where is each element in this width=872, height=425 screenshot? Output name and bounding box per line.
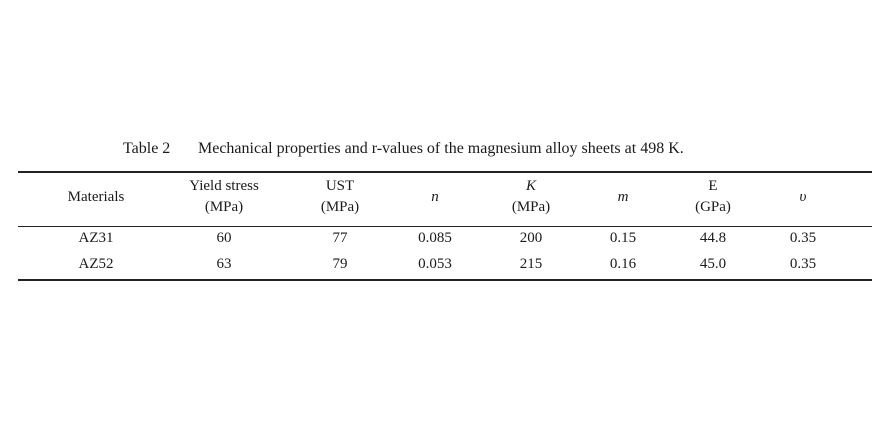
caption-label: Table 2 [123, 140, 171, 157]
table-cell: 0.15 [609, 230, 637, 246]
header-cell: n [431, 189, 439, 205]
header-rule [18, 226, 872, 227]
header-cell: υ [799, 189, 807, 205]
table-cell: 200 [519, 230, 543, 246]
table-cell: 0.16 [609, 256, 637, 272]
table-cell: AZ52 [78, 256, 114, 272]
table-cell: 79 [332, 256, 348, 272]
top-rule [18, 171, 872, 173]
table-cell: 0.085 [418, 230, 452, 246]
table-cell: 63 [216, 256, 232, 272]
header-cell: (MPa) [320, 199, 360, 215]
bottom-rule [18, 279, 872, 281]
header-cell: (MPa) [511, 199, 551, 215]
table-cell: 44.8 [699, 230, 727, 246]
header-cell: K [525, 178, 537, 194]
table-cell: 0.053 [418, 256, 452, 272]
table-cell: AZ31 [78, 230, 114, 246]
header-cell: E [708, 178, 718, 194]
table-cell: 77 [332, 230, 348, 246]
table-cell: 0.35 [789, 256, 817, 272]
header-cell: (GPa) [695, 199, 731, 215]
caption-text: Mechanical properties and r-values of th… [198, 140, 684, 157]
header-cell: Materials [67, 189, 125, 205]
header-cell: m [617, 189, 629, 205]
header-cell: Yield stress [189, 178, 259, 194]
table-cell: 45.0 [699, 256, 727, 272]
table-cell: 60 [216, 230, 232, 246]
table-cell: 215 [519, 256, 543, 272]
header-cell: (MPa) [204, 199, 244, 215]
header-cell: UST [325, 178, 355, 194]
table-cell: 0.35 [789, 230, 817, 246]
